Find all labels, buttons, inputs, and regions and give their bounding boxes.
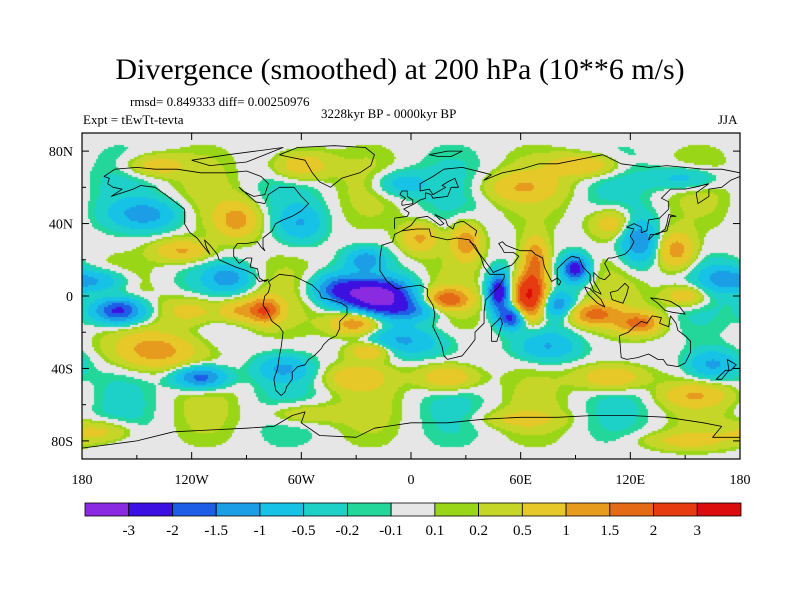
y-tick-label: 40N	[49, 218, 73, 233]
chart-title: Divergence (smoothed) at 200 hPa (10**6 …	[115, 53, 685, 86]
colorbar-swatch	[521, 502, 567, 517]
colorbar-label: 0.2	[469, 523, 488, 539]
coastline-mediterranean-north	[401, 214, 478, 237]
y-axis: 80N 40N 0 40S 80S	[49, 145, 740, 450]
colorbar-label: -1	[254, 523, 267, 539]
x-tick-label: 0	[408, 473, 415, 488]
experiment-label: Expt = tEwTt-tevta	[83, 112, 184, 127]
colorbar-swatch	[696, 502, 742, 517]
colorbar-label: -0.2	[336, 523, 360, 539]
coastline-europe	[394, 166, 521, 229]
x-tick-label: 180	[730, 473, 751, 488]
colorbar-swatch	[565, 502, 611, 517]
coastline-madagascar	[490, 317, 503, 342]
colorbar-label: 0.5	[513, 523, 532, 539]
colorbar-label: 0.1	[425, 523, 444, 539]
y-tick-label: 40S	[51, 362, 73, 377]
colorbar-label: -3	[122, 523, 135, 539]
coastline-sumatra	[584, 286, 606, 308]
x-tick-label: 60E	[509, 473, 532, 488]
x-tick-label: 60W	[288, 473, 316, 488]
colorbar: -3 -2 -1.5 -1 -0.5 -0.2 -0.1 0.1 0.2 0.5 1 1.5 2 3	[84, 502, 742, 539]
coastline-borneo	[609, 282, 629, 304]
colorbar-swatch	[215, 502, 261, 517]
colorbar-label: 1	[562, 523, 570, 539]
divergence-field	[82, 133, 740, 459]
coastline-africa	[379, 228, 505, 360]
stats-label: rmsd= 0.849333 diff= 0.00250976	[130, 94, 310, 109]
colorbar-label: 2	[650, 523, 658, 539]
colorbar-label: -0.1	[379, 523, 403, 539]
coastline-japan	[648, 214, 677, 241]
colorbar-swatch	[84, 502, 130, 517]
x-tick-label: 120W	[175, 473, 210, 488]
colorbar-swatch	[609, 502, 654, 517]
coastline-south-america	[262, 273, 348, 397]
colorbar-label: -0.5	[292, 523, 316, 539]
season-label: JJA	[718, 112, 738, 127]
coastline-australia	[619, 315, 691, 368]
colorbar-label: -2	[166, 523, 179, 539]
x-tick-label: 120E	[616, 473, 646, 488]
x-axis: 180 120W 60W 0 60E 120E 180	[72, 133, 751, 488]
colorbar-swatch	[128, 502, 173, 517]
y-tick-label: 0	[66, 290, 73, 305]
coastline-asia	[520, 154, 741, 174]
colorbar-swatch	[172, 502, 217, 517]
map-panel: 180 120W 60W 0 60E 120E 180 80N 40N 0 40S 80S	[49, 132, 751, 488]
x-tick-label: 180	[72, 473, 93, 488]
coastline-asia-east	[469, 176, 741, 295]
coastline-new-guinea	[650, 297, 686, 315]
colorbar-swatch	[259, 502, 305, 517]
colorbar-label: 3	[694, 523, 702, 539]
colorbar-swatch	[434, 502, 480, 517]
coastline-new-zealand	[715, 359, 737, 380]
coastline-greenland	[279, 145, 375, 188]
colorbar-swatch	[653, 502, 698, 517]
coastline-svalbard	[429, 150, 463, 157]
y-tick-label: 80N	[49, 145, 73, 160]
coastlines	[81, 145, 741, 449]
coastline-antarctica	[81, 411, 740, 449]
y-tick-label: 80S	[51, 435, 73, 450]
colorbar-label: -1.5	[204, 523, 228, 539]
period-label: 3228kyr BP - 0000kyr BP	[321, 106, 457, 121]
colorbar-swatch	[303, 502, 348, 517]
colorbar-swatch	[478, 502, 523, 517]
coastline-north-america	[103, 166, 310, 282]
coastline-india-sri-lanka	[556, 277, 562, 286]
colorbar-swatch	[390, 502, 436, 517]
colorbar-swatch	[346, 502, 392, 517]
coastline-arctic-islands	[191, 147, 284, 167]
colorbar-label: 1.5	[600, 523, 619, 539]
coastline-uk	[399, 190, 414, 206]
